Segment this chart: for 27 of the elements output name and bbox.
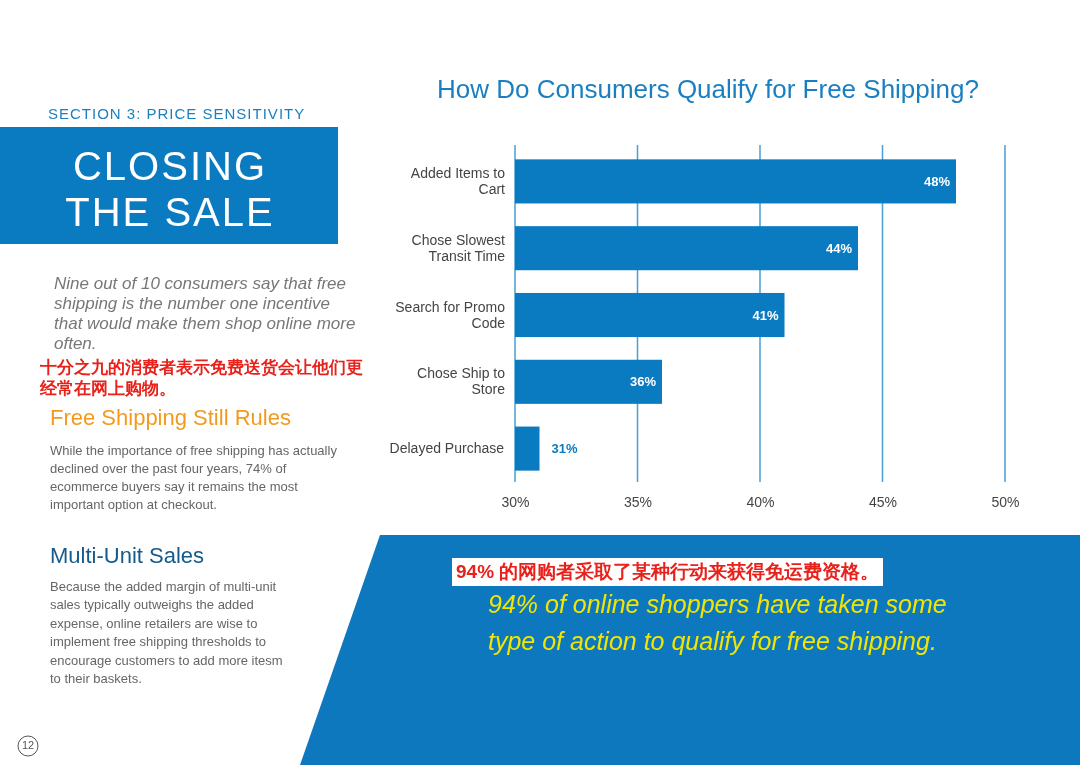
x-tick-label: 35%: [623, 493, 653, 510]
text: CLOSING THE SALE: [64, 143, 276, 235]
y-tick-label: Chose Slowest Transit Time: [411, 231, 506, 264]
text: 94% 的网购者采取了某种行动来获得免运费资格。: [452, 558, 884, 586]
data-label: 48%: [923, 173, 951, 189]
text: Because the added margin of multi-unit sales typically outweighs the added expense, online retailers are wise to implement free shipping thresholds to encourage customers to add more itesm to their baskets.: [50, 578, 284, 689]
text: Multi-Unit Sales: [50, 543, 206, 569]
x-tick-label: 40%: [746, 493, 775, 510]
data-label: 31%: [551, 441, 578, 457]
text: SECTION 3: PRICE SENSITIVITY: [48, 105, 307, 122]
text: Free Shipping Still Rules: [50, 405, 292, 431]
chart-title: How Do Consumers Qualify for Free Shipping?: [437, 74, 979, 104]
text: 12: [20, 739, 36, 751]
y-tick-label: Search for Promo Code: [395, 298, 506, 331]
text: While the importance of free shipping has actually declined over the past four years, 74% of ecommerce buyers say it remains the most important option at checkout.: [50, 442, 338, 514]
x-tick-label: 45%: [868, 493, 898, 510]
y-tick-label: Added Items to Cart: [410, 164, 506, 197]
data-label: 36%: [629, 374, 657, 390]
data-label: 44%: [825, 240, 853, 256]
x-tick-label: 50%: [991, 493, 1020, 510]
x-tick-label: 30%: [501, 493, 530, 510]
data-label: 41%: [752, 307, 779, 323]
y-tick-label: Delayed Purchase: [389, 440, 505, 457]
text: Nine out of 10 consumers say that free shipping is the number one incentive that would make them shop online more often.: [54, 274, 357, 354]
text: 94% of online shoppers have taken some type of action to qualify for free shipping.: [488, 589, 948, 657]
text: 十分之九的消费者表示免费送货会让他们更经常在网上购物。: [40, 357, 364, 399]
y-tick-label: Chose Ship to Store: [417, 365, 506, 398]
